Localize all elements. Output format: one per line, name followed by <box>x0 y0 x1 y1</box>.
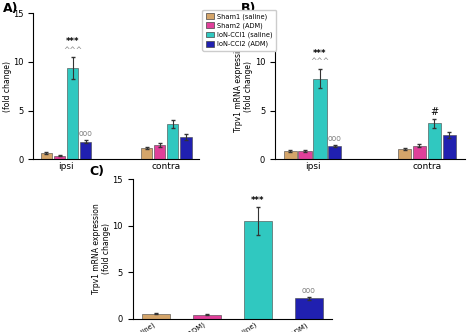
Bar <box>154 145 165 159</box>
Text: B): B) <box>241 2 256 15</box>
Text: A): A) <box>3 2 19 15</box>
Bar <box>41 152 52 159</box>
Bar <box>193 314 221 319</box>
Bar <box>80 142 91 159</box>
Bar <box>313 79 327 159</box>
Text: ooo: ooo <box>79 129 92 138</box>
Bar <box>244 221 272 319</box>
Bar <box>180 137 191 159</box>
Y-axis label: Trpv1 mRNA expression
(fold change): Trpv1 mRNA expression (fold change) <box>91 204 111 294</box>
Bar <box>428 123 441 159</box>
Text: ***: *** <box>313 48 327 57</box>
Text: ooo: ooo <box>302 286 316 295</box>
Bar <box>295 298 323 319</box>
Bar <box>413 146 426 159</box>
Bar <box>141 148 152 159</box>
Bar <box>299 151 311 159</box>
Text: ***: *** <box>66 37 79 46</box>
Text: #: # <box>430 107 438 117</box>
Bar <box>328 146 341 159</box>
Text: C): C) <box>89 165 104 178</box>
Bar <box>443 135 456 159</box>
Bar <box>167 124 179 159</box>
Text: ^^^: ^^^ <box>63 46 82 55</box>
Bar <box>283 151 297 159</box>
Text: ooo: ooo <box>328 134 342 143</box>
Bar <box>67 68 78 159</box>
Y-axis label: Trpv1 mRNA expression
(fold change): Trpv1 mRNA expression (fold change) <box>0 41 11 132</box>
Y-axis label: Trpv1 mRNA expression
(fold change): Trpv1 mRNA expression (fold change) <box>234 41 253 132</box>
Text: ^^^: ^^^ <box>310 57 329 66</box>
Legend: Sham1 (saline), Sham2 (ADM), IoN-CCI1 (saline), IoN-CCI2 (ADM): Sham1 (saline), Sham2 (ADM), IoN-CCI1 (s… <box>202 10 276 51</box>
Bar <box>142 314 170 319</box>
Text: ***: *** <box>251 196 264 205</box>
Bar <box>54 156 65 159</box>
Bar <box>398 149 411 159</box>
